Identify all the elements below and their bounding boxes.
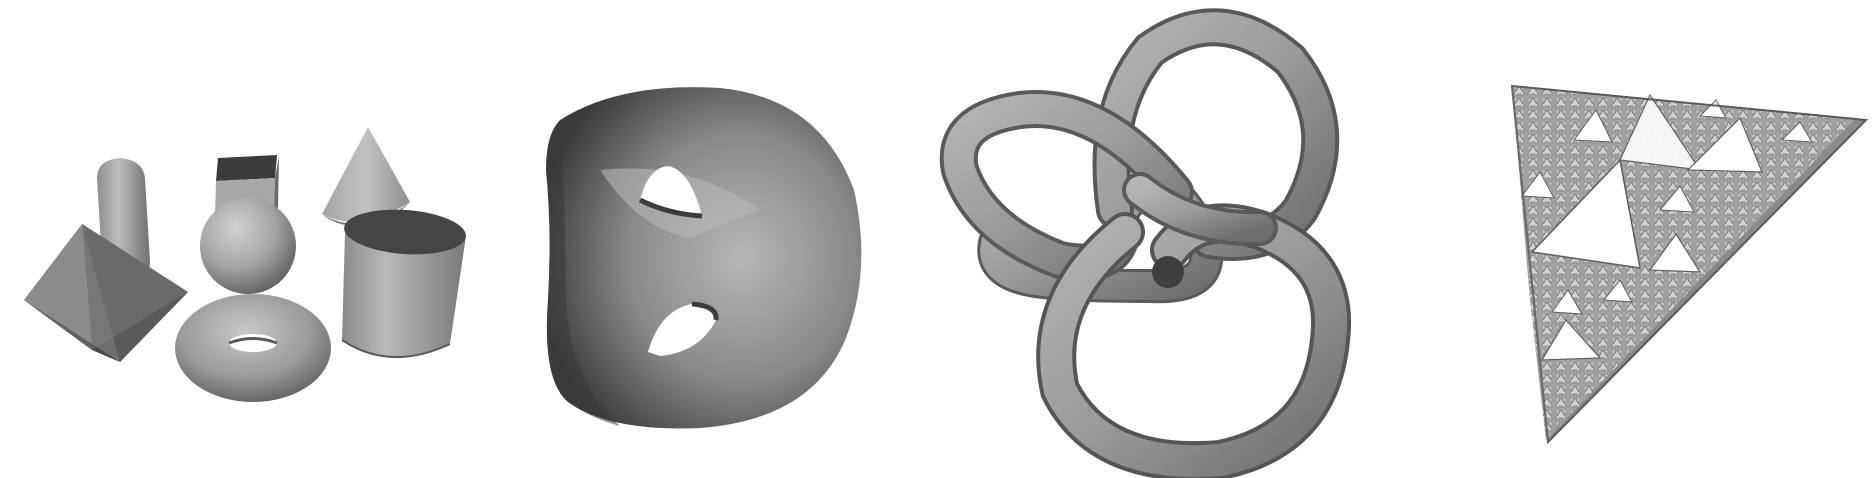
genus-upper-hole: [640, 166, 702, 216]
genus-two-surface-panel: [546, 87, 862, 429]
primitives-panel: [24, 127, 466, 402]
knot-panel: [939, 8, 1352, 478]
sierpinski-panel: [1510, 84, 1869, 445]
knot-end: [1152, 256, 1184, 288]
genus-lower-hole: [648, 304, 717, 356]
sphere-shape: [200, 198, 296, 294]
octahedron-shape: [24, 224, 188, 362]
sierpinski-hole-large: [1530, 158, 1641, 269]
cylinder-shape: [341, 209, 466, 359]
torus-shape: [175, 294, 331, 402]
genus-surface-body: [546, 87, 862, 429]
